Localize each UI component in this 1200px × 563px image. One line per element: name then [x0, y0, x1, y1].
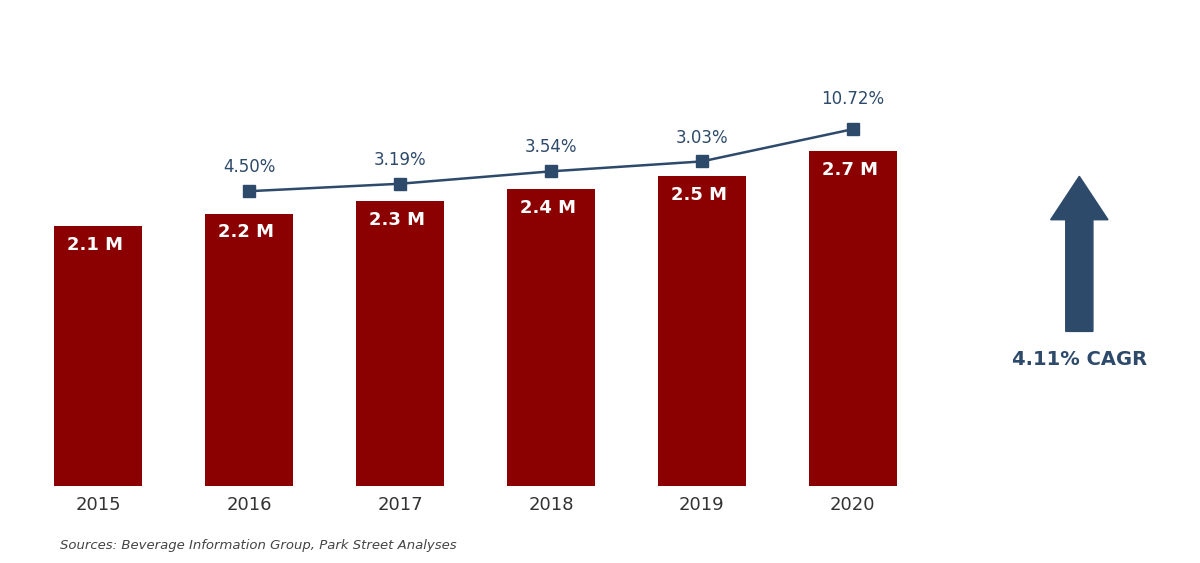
- Text: 2.2 M: 2.2 M: [218, 224, 275, 242]
- FancyArrow shape: [1051, 176, 1108, 332]
- Bar: [54, 226, 142, 486]
- Text: 2.1 M: 2.1 M: [67, 236, 124, 254]
- Bar: [658, 176, 745, 486]
- Bar: [809, 151, 896, 486]
- Text: 3.03%: 3.03%: [676, 128, 728, 146]
- Text: Sources: Beverage Information Group, Park Street Analyses: Sources: Beverage Information Group, Par…: [60, 539, 457, 552]
- Bar: [356, 201, 444, 486]
- Text: 4.11% CAGR: 4.11% CAGR: [1012, 350, 1147, 369]
- Text: 2.3 M: 2.3 M: [370, 211, 425, 229]
- Text: 2.7 M: 2.7 M: [822, 162, 878, 180]
- Text: 3.54%: 3.54%: [524, 138, 577, 157]
- Bar: [508, 189, 595, 486]
- Text: 2.4 M: 2.4 M: [521, 199, 576, 217]
- Text: 4.50%: 4.50%: [223, 158, 275, 176]
- Text: 3.19%: 3.19%: [373, 151, 426, 169]
- Text: 10.72%: 10.72%: [821, 90, 884, 108]
- Bar: [205, 213, 293, 486]
- Text: 2.5 M: 2.5 M: [671, 186, 727, 204]
